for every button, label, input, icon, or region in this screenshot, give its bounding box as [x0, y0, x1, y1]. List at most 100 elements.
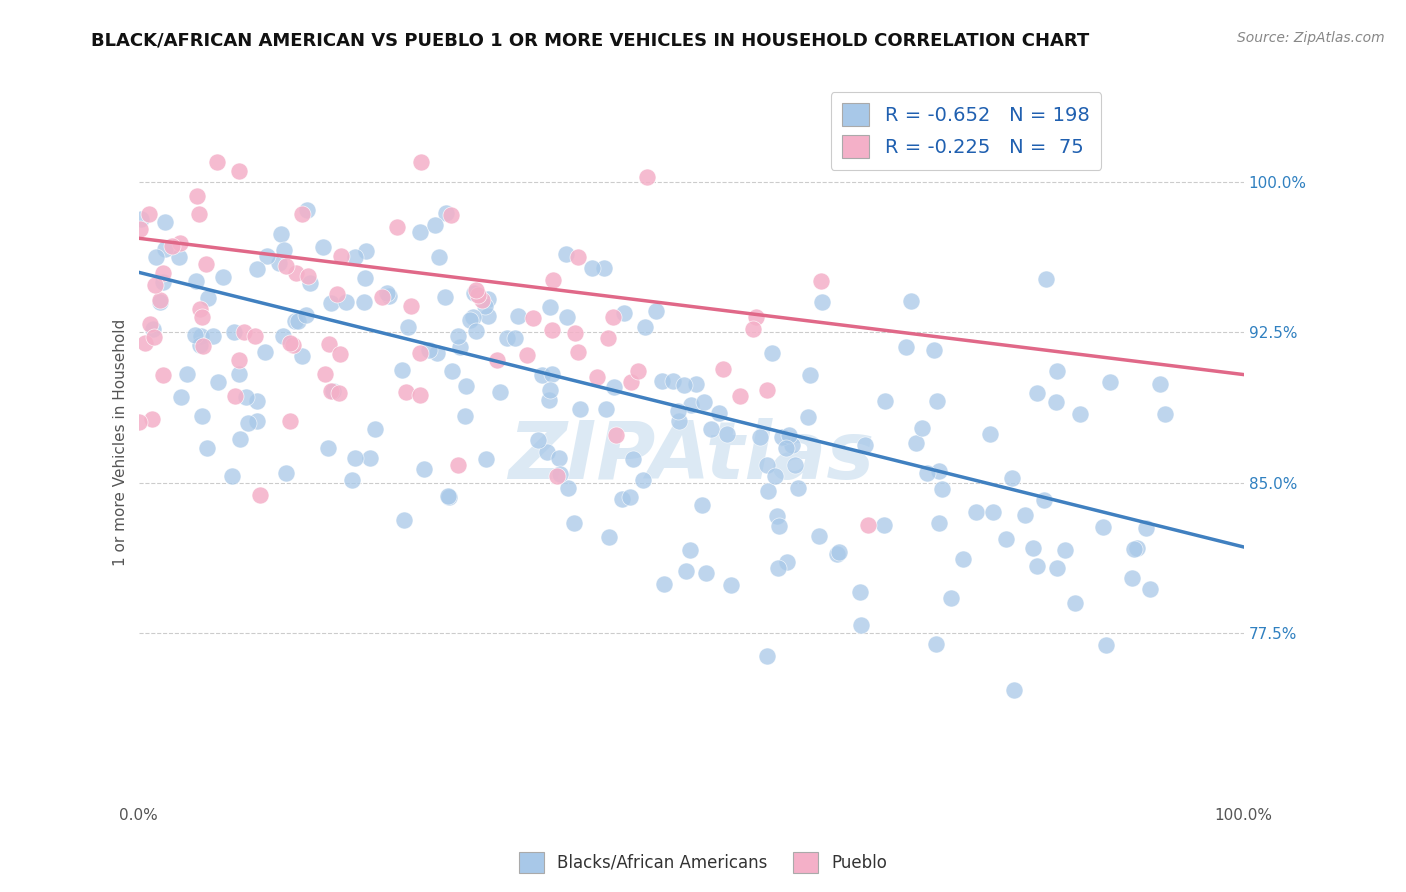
- Point: [922, 343, 945, 357]
- Point: [679, 543, 702, 558]
- Point: [807, 529, 830, 543]
- Point: [363, 422, 385, 436]
- Text: ZIPAtlas: ZIPAtlas: [508, 418, 875, 496]
- Text: Source: ZipAtlas.com: Source: ZipAtlas.com: [1237, 31, 1385, 45]
- Point: [396, 320, 419, 334]
- Point: [825, 548, 848, 562]
- Point: [439, 490, 461, 504]
- Point: [229, 432, 252, 446]
- Point: [1121, 571, 1143, 585]
- Point: [463, 285, 485, 300]
- Point: [755, 458, 778, 473]
- Point: [979, 426, 1001, 441]
- Point: [506, 309, 529, 323]
- Point: [401, 299, 423, 313]
- Point: [138, 206, 160, 220]
- Point: [295, 308, 318, 322]
- Y-axis label: 1 or more Vehicles in Household: 1 or more Vehicles in Household: [114, 319, 128, 566]
- Point: [662, 374, 685, 388]
- Point: [391, 362, 413, 376]
- Point: [900, 293, 922, 308]
- Point: [238, 416, 260, 430]
- Point: [602, 310, 624, 324]
- Point: [249, 488, 271, 502]
- Point: [522, 311, 544, 326]
- Point: [152, 266, 174, 280]
- Point: [1022, 541, 1045, 556]
- Point: [319, 384, 342, 399]
- Point: [254, 345, 277, 359]
- Point: [1149, 377, 1171, 392]
- Point: [354, 244, 377, 259]
- Point: [603, 380, 626, 394]
- Point: [1002, 683, 1025, 698]
- Point: [378, 288, 401, 302]
- Point: [768, 518, 790, 533]
- Point: [620, 375, 643, 389]
- Point: [1122, 542, 1144, 557]
- Point: [541, 367, 564, 381]
- Point: [1098, 375, 1121, 389]
- Point: [298, 276, 321, 290]
- Point: [170, 390, 193, 404]
- Point: [287, 314, 309, 328]
- Point: [142, 330, 165, 344]
- Point: [548, 467, 571, 481]
- Point: [344, 250, 367, 264]
- Point: [538, 300, 561, 314]
- Point: [297, 268, 319, 283]
- Point: [666, 404, 689, 418]
- Point: [465, 283, 488, 297]
- Point: [1001, 470, 1024, 484]
- Point: [278, 414, 301, 428]
- Point: [394, 384, 416, 399]
- Point: [567, 250, 589, 264]
- Point: [129, 211, 152, 226]
- Point: [475, 451, 498, 466]
- Point: [711, 361, 734, 376]
- Point: [598, 530, 620, 544]
- Point: [228, 164, 250, 178]
- Point: [267, 256, 290, 270]
- Point: [763, 468, 786, 483]
- Point: [586, 370, 609, 384]
- Point: [569, 401, 592, 416]
- Point: [207, 376, 229, 390]
- Point: [536, 445, 558, 459]
- Point: [744, 310, 766, 324]
- Point: [690, 498, 713, 512]
- Point: [222, 325, 245, 339]
- Point: [190, 329, 212, 343]
- Point: [326, 287, 349, 301]
- Point: [186, 274, 208, 288]
- Point: [139, 317, 162, 331]
- Point: [925, 394, 948, 409]
- Point: [1035, 272, 1057, 286]
- Point: [270, 227, 292, 241]
- Point: [562, 516, 585, 531]
- Point: [461, 310, 484, 324]
- Point: [246, 262, 269, 277]
- Point: [1153, 407, 1175, 421]
- Point: [197, 292, 219, 306]
- Point: [152, 275, 174, 289]
- Point: [761, 345, 783, 359]
- Point: [485, 353, 508, 368]
- Point: [465, 324, 488, 338]
- Point: [359, 450, 381, 465]
- Point: [756, 649, 779, 664]
- Point: [471, 293, 494, 308]
- Point: [276, 259, 298, 273]
- Point: [152, 368, 174, 382]
- Point: [1046, 560, 1069, 574]
- Point: [627, 364, 650, 378]
- Point: [191, 310, 214, 324]
- Point: [541, 273, 564, 287]
- Point: [634, 319, 657, 334]
- Point: [799, 368, 821, 383]
- Point: [134, 336, 156, 351]
- Point: [540, 323, 562, 337]
- Point: [1126, 541, 1149, 555]
- Point: [644, 304, 666, 318]
- Point: [440, 364, 463, 378]
